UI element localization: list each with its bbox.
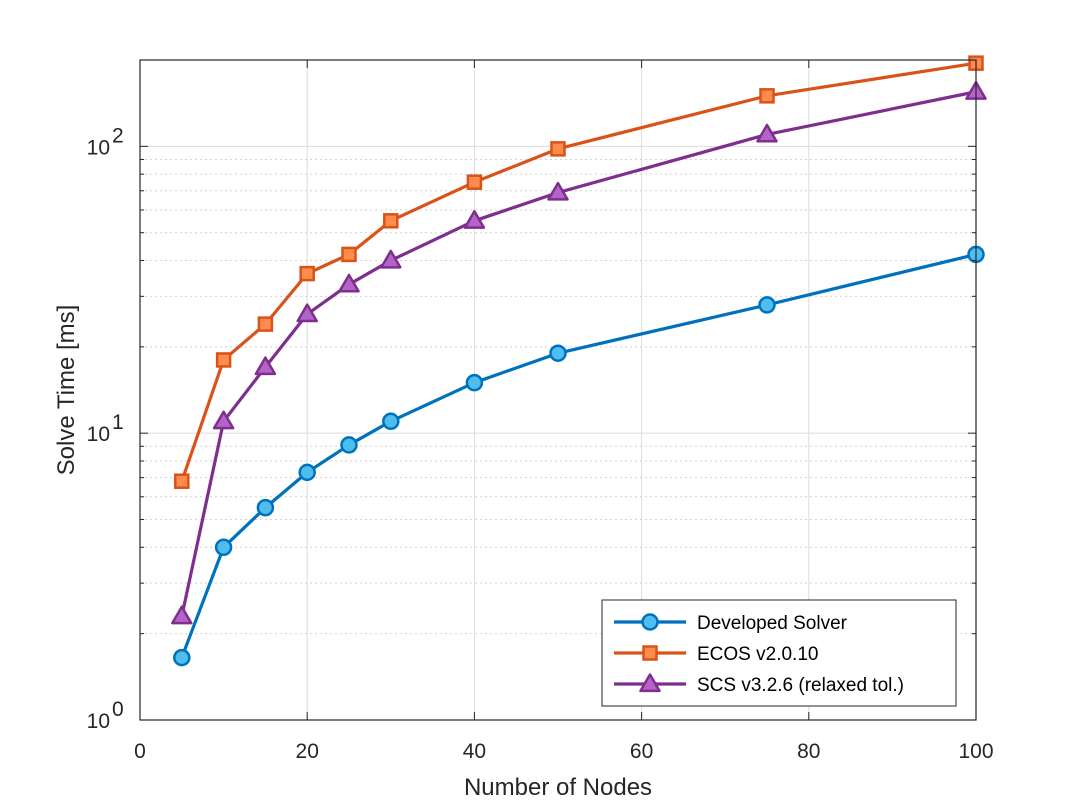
data-point [214,538,233,557]
legend-marker [642,645,658,661]
legend-label: Developed Solver [697,613,848,634]
data-point [256,498,275,517]
data-point [759,88,775,104]
legend-label: SCS v3.2.6 (relaxed tol.) [697,675,904,696]
data-point [296,303,318,323]
data-point [549,344,567,362]
y-tick-exponent: 2 [112,124,124,147]
data-point [298,463,316,482]
legend-entries: Developed Solver ECOS v2.0.10 SCS v3.2.6 (… [614,613,904,696]
x-tick-label: 0 [134,740,146,763]
series-1 [174,55,984,489]
series-line [180,90,977,617]
data-point [463,210,486,229]
data-point [466,174,483,190]
plot-frame [139,59,977,721]
data-point [550,141,566,157]
legend-marker [639,673,661,693]
data-point [341,246,357,263]
series-0 [173,245,985,667]
data-point [547,181,569,201]
series-line [180,61,977,482]
data-point [380,249,402,269]
y-tick-label: 10 [87,423,110,446]
data-point [382,412,400,431]
legend: Developed Solver ECOS v2.0.10 SCS v3.2.6 (… [601,599,957,707]
data-point [254,356,277,376]
data-point [338,273,360,293]
data-point [758,296,776,314]
x-tick-label: 60 [630,740,653,763]
y-axis-label: Solve Time [ms] [53,305,80,476]
x-tick-label: 80 [797,740,820,763]
series-layer [171,55,987,667]
data-point [174,473,190,489]
y-tick-label: 10 [87,136,110,159]
x-tick-label: 20 [296,740,319,763]
x-axis-label: Number of Nodes [464,774,652,801]
x-tick-label: 100 [958,740,993,763]
data-point [299,265,315,282]
data-point [383,213,399,229]
y-tick-label: 10 [87,710,110,733]
y-tick-exponent: 0 [112,698,124,721]
data-point [756,123,778,143]
data-point [465,373,484,392]
data-point [257,316,274,332]
series-2 [171,81,987,625]
data-point [173,648,191,667]
data-point [215,352,232,368]
data-point [212,410,235,430]
data-point [171,605,193,625]
series-line [180,252,977,659]
legend-label: ECOS v2.0.10 [697,644,818,665]
data-point [340,436,358,454]
x-tick-label: 40 [463,740,486,763]
legend-marker [641,613,659,631]
y-tick-exponent: 1 [112,411,124,434]
